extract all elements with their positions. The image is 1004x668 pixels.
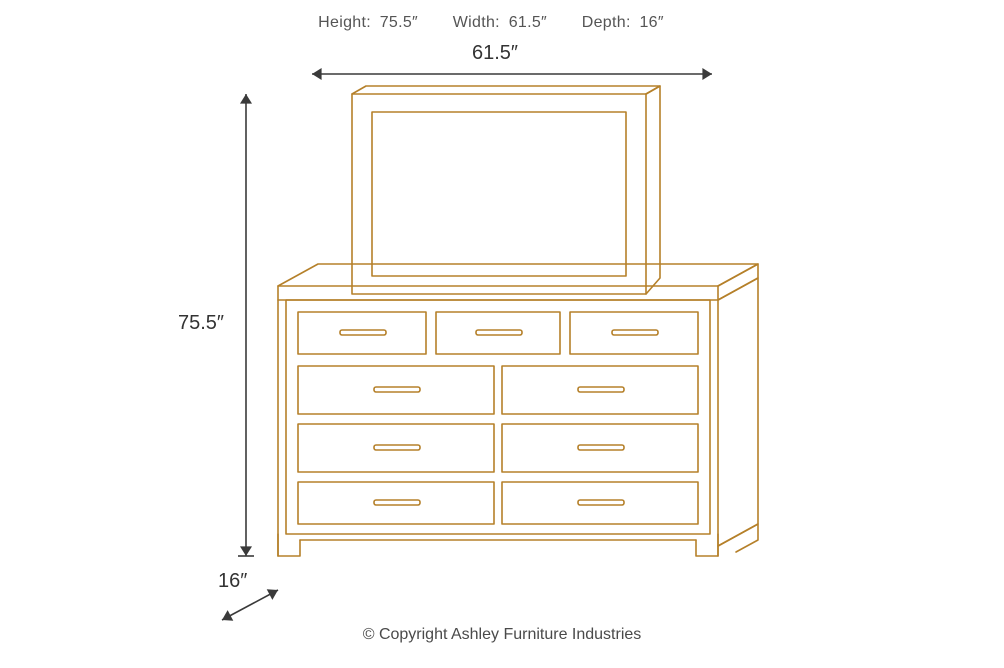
drawer-row-2: [298, 366, 698, 414]
line-drawing: [0, 0, 1004, 668]
copyright-line: © Copyright Ashley Furniture Industries: [0, 626, 1004, 644]
dimension-arrows: [222, 74, 712, 620]
drawer-row-1: [298, 312, 698, 354]
furniture-outline: [278, 86, 758, 556]
mirror: [352, 86, 660, 294]
drawer-row-3: [298, 424, 698, 472]
dresser: [278, 264, 758, 556]
diagram-canvas: Height: 75.5″ Width: 61.5″ Depth: 16″ 61…: [0, 0, 1004, 668]
drawer-row-4: [298, 482, 698, 524]
